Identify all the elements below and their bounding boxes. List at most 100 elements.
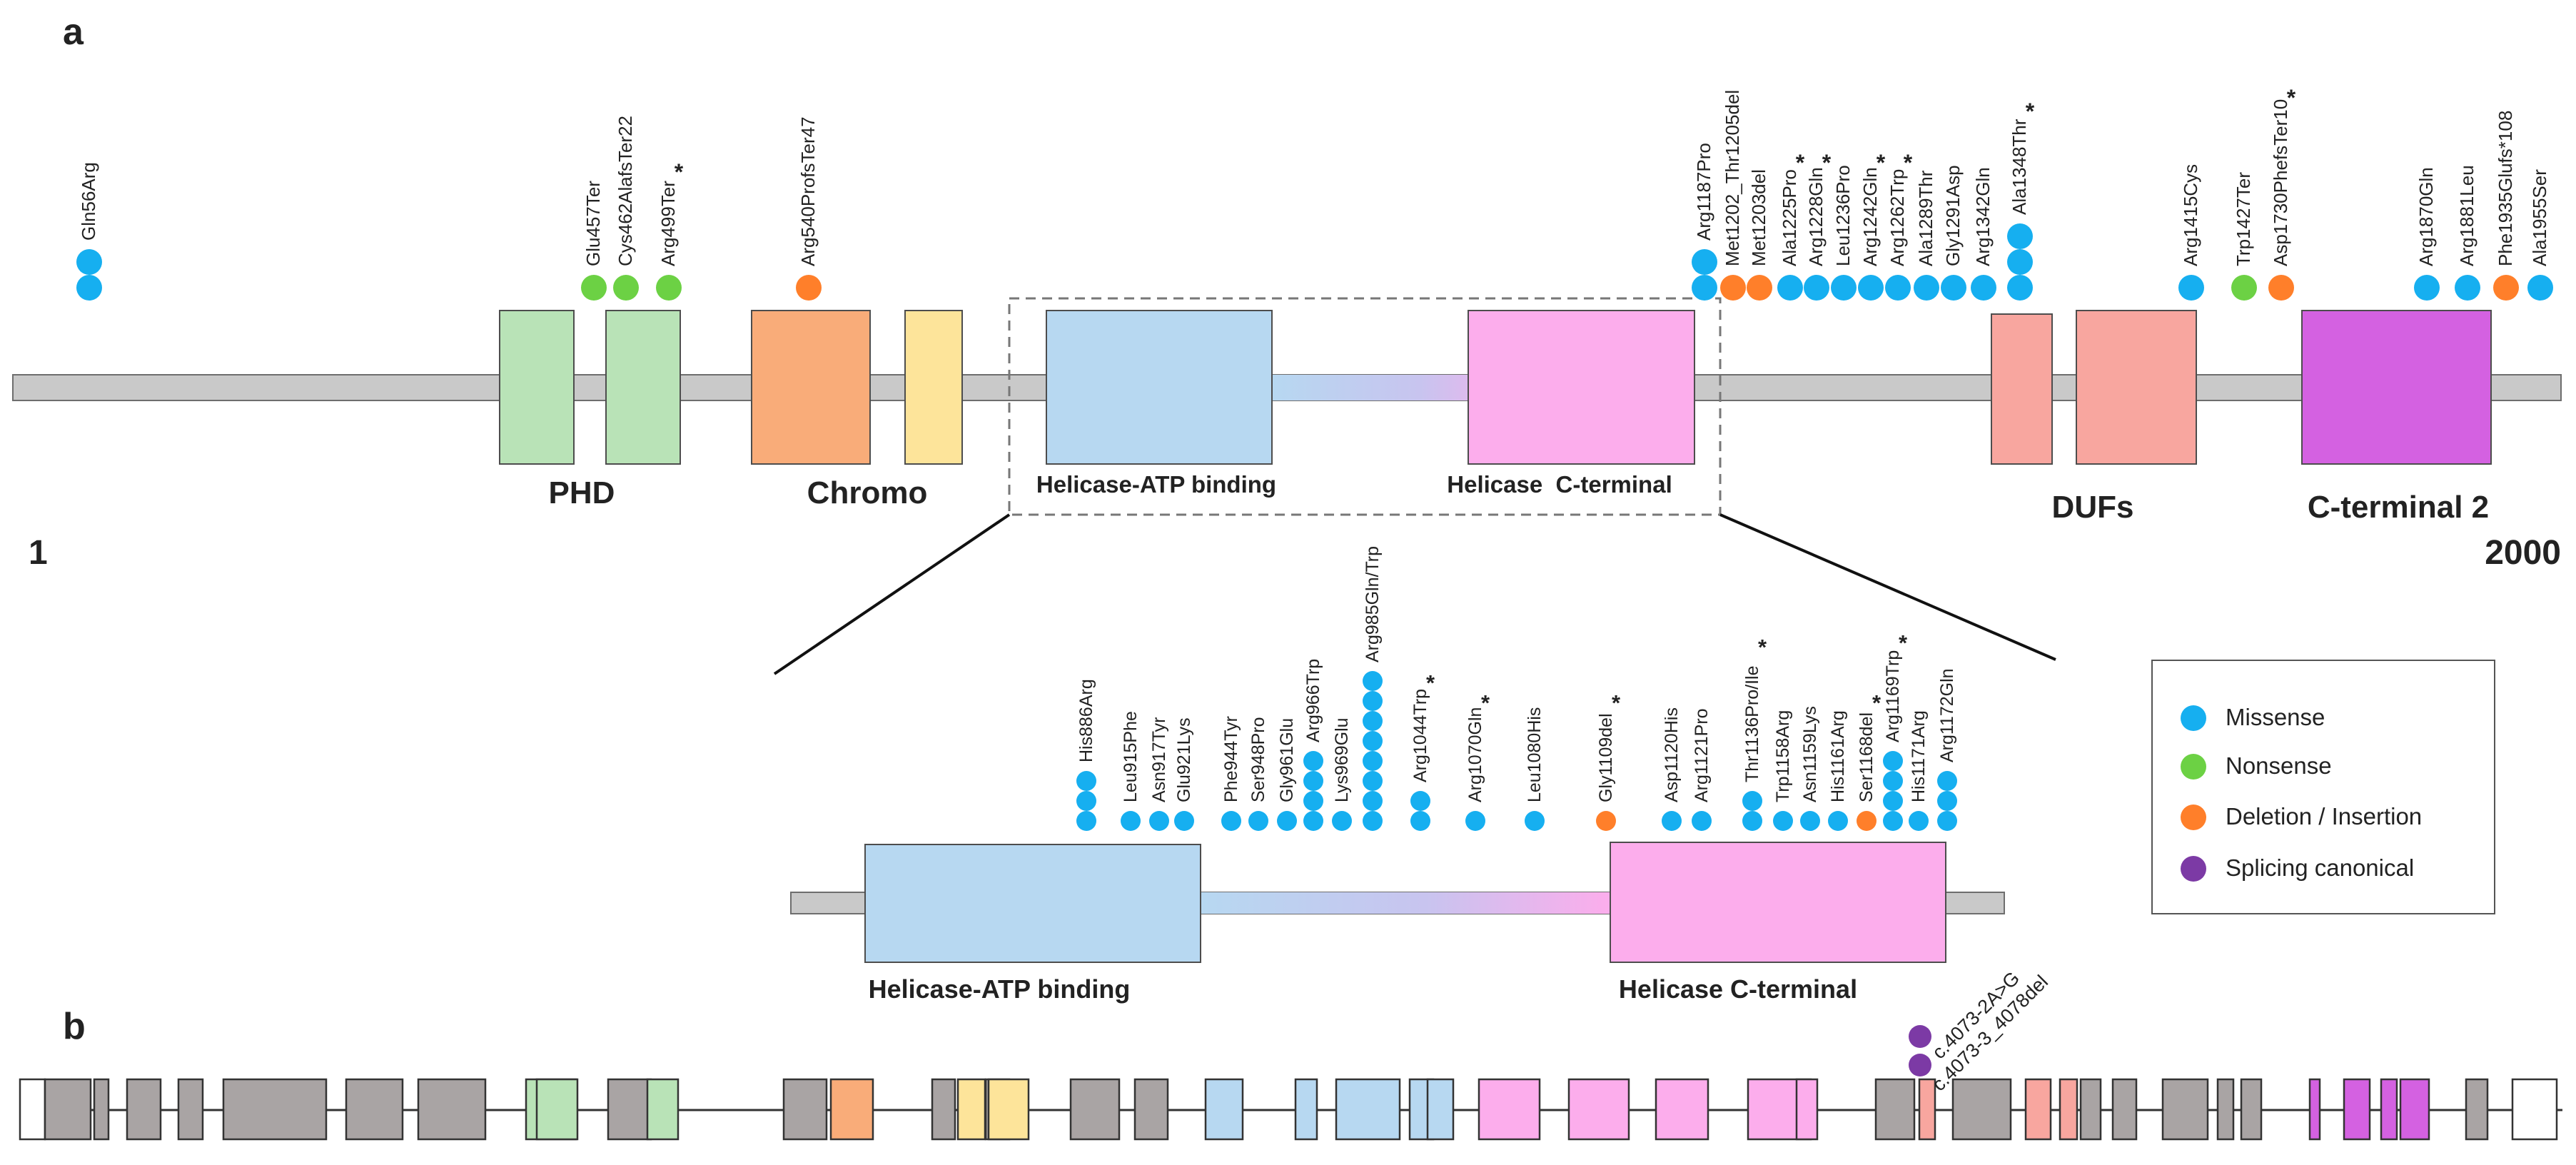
gene-exon: [2380, 1078, 2398, 1141]
domain-chromo-box-2: [904, 310, 963, 465]
variant-label: Gly1291Asp: [1942, 165, 1964, 266]
inset-variant-dot: [1410, 791, 1430, 811]
inset-variant-dot: [1076, 791, 1096, 811]
inset-variant-star: *: [1481, 690, 1490, 715]
variant-label: Trp1427Ter: [2233, 172, 2254, 266]
gene-exon: [782, 1078, 828, 1141]
variant-label: Arg1242Gln: [1859, 167, 1881, 266]
panel-label-b: b: [63, 1006, 86, 1047]
inset-variant-label: His1171Arg: [1909, 710, 1929, 802]
inset-variant-dot: [1363, 791, 1383, 811]
variant-label: Glu457Ter: [582, 181, 604, 266]
inset-variant-label: Asp1120His: [1662, 707, 1682, 802]
inset-variant-star: *: [1612, 690, 1621, 715]
gene-exon: [2024, 1078, 2052, 1141]
variant-dot: [1885, 275, 1911, 301]
inset-variant-dot: [1363, 711, 1383, 731]
legend-deletion-dot: [2181, 805, 2206, 830]
inset-variant-dot: [1909, 811, 1929, 831]
gene-structure: [19, 1078, 2562, 1141]
gene-exon: [2216, 1078, 2235, 1141]
gene-exon: [535, 1078, 579, 1141]
variant-dot: [1747, 275, 1772, 301]
variant-label: Met1202_Thr1205del: [1722, 90, 1743, 266]
variant-label: Arg1342Gln: [1972, 167, 1994, 266]
domain-helicase-atp-box: [1046, 310, 1273, 465]
variant-star: *: [675, 159, 684, 185]
domain-phd: PHD: [499, 310, 681, 510]
inset-variant-label: His886Arg: [1076, 679, 1096, 762]
inset-variant-dot: [1303, 751, 1323, 771]
gene-exon: [1204, 1078, 1244, 1141]
domain-helicase-atp-label: Helicase-ATP binding: [1036, 471, 1276, 498]
variant-label: Arg1187Pro: [1693, 143, 1714, 241]
inset-variant-star: *: [1872, 690, 1882, 715]
inset-variant-dot: [1662, 811, 1682, 831]
variant-label: Leu1236Pro: [1832, 165, 1854, 266]
splice-variants: c.4073-2A>G c.4073-3_4078del: [1909, 967, 2052, 1095]
variant-dot: [796, 275, 822, 301]
legend-nonsense-dot: [2181, 754, 2206, 780]
inset-variant-label: Arg1169Trp: [1883, 650, 1903, 742]
inset-variant-star: *: [1426, 670, 1435, 695]
inset-helicase-ct-box: [1610, 842, 1946, 963]
legend-nonsense-label: Nonsense: [2226, 752, 2332, 779]
legend-missense-dot: [2181, 705, 2206, 731]
inset-variant-label: Arg1121Pro: [1692, 708, 1712, 802]
inset-variant-dot: [1742, 791, 1762, 811]
variant-star: *: [1877, 150, 1886, 176]
variant-dot: [2455, 275, 2480, 301]
domain-helicase: Helicase-ATP binding Helicase C-terminal: [1036, 310, 1695, 498]
inset-variant-label: Arg1172Gln: [1937, 668, 1957, 762]
gene-exon: [417, 1078, 487, 1141]
variant-label: Asp1730PhefsTer10: [2270, 99, 2291, 266]
gene-exon: [126, 1078, 162, 1141]
inset-variant-dot: [1883, 751, 1903, 771]
zoom-line-left: [773, 513, 1011, 675]
gene-exon: [2059, 1078, 2079, 1141]
inset-variant-dot: [1937, 771, 1957, 791]
gene-exon: [2343, 1078, 2371, 1141]
gene-exon: [1918, 1078, 1936, 1141]
gene-exon: [1655, 1078, 1709, 1141]
splice-variant-dot: [1909, 1054, 1931, 1076]
domain-c-terminal-2: C-terminal 2: [2301, 310, 2492, 525]
inset-variant-label: Thr1136Pro/Ile: [1742, 665, 1762, 782]
domain-phd-label: PHD: [549, 475, 615, 510]
variant-label: Arg1415Cys: [2180, 164, 2201, 266]
gene-exon: [222, 1078, 328, 1141]
inset-variant-dot: [1937, 811, 1957, 831]
variant-dot: [2527, 275, 2553, 301]
inset-variant-label: Phe944Tyr: [1221, 716, 1241, 802]
inset-variant-label: Arg966Trp: [1303, 659, 1323, 742]
inset-variant-label: Asn917Tyr: [1149, 717, 1169, 802]
variant-label: Ala1348Thr: [2009, 118, 2030, 215]
variant-star: *: [1822, 150, 1832, 176]
inset-variant-dot: [1363, 771, 1383, 791]
inset-variant-markers: His886Arg Leu915Phe Asn917Tyr Glu921Lys Phe9…: [1076, 546, 1957, 831]
variant-star: *: [2026, 99, 2035, 124]
variant-dot: [2007, 275, 2033, 301]
gene-exon: [44, 1078, 92, 1141]
variant-dot: [2007, 249, 2033, 275]
inset-variant-dot: [1248, 811, 1268, 831]
inset-variant-label: Gly961Glu: [1277, 718, 1297, 802]
variant-label: Arg1870Gln: [2415, 167, 2437, 266]
variant-dot: [2268, 275, 2294, 301]
inset-variant-dot: [1076, 811, 1096, 831]
variant-dot: [1831, 275, 1857, 301]
domain-chromo: Chromo: [751, 310, 963, 510]
inset-variant-dot: [1465, 811, 1485, 831]
gene-exon: [1567, 1078, 1630, 1141]
gene-exon: [2111, 1078, 2138, 1141]
inset-variant-dot: [1883, 811, 1903, 831]
inset-variant-dot: [1277, 811, 1297, 831]
inset-variant-dot: [1363, 691, 1383, 711]
legend-splicing-dot: [2181, 856, 2206, 882]
inset-variant-star: *: [1899, 630, 1908, 655]
inset-variant-label: Ser1168del: [1857, 712, 1877, 802]
variant-dot: [2178, 275, 2204, 301]
variant-dot: [1971, 275, 1996, 301]
variant-label: Ala1225Pro: [1779, 169, 1800, 266]
